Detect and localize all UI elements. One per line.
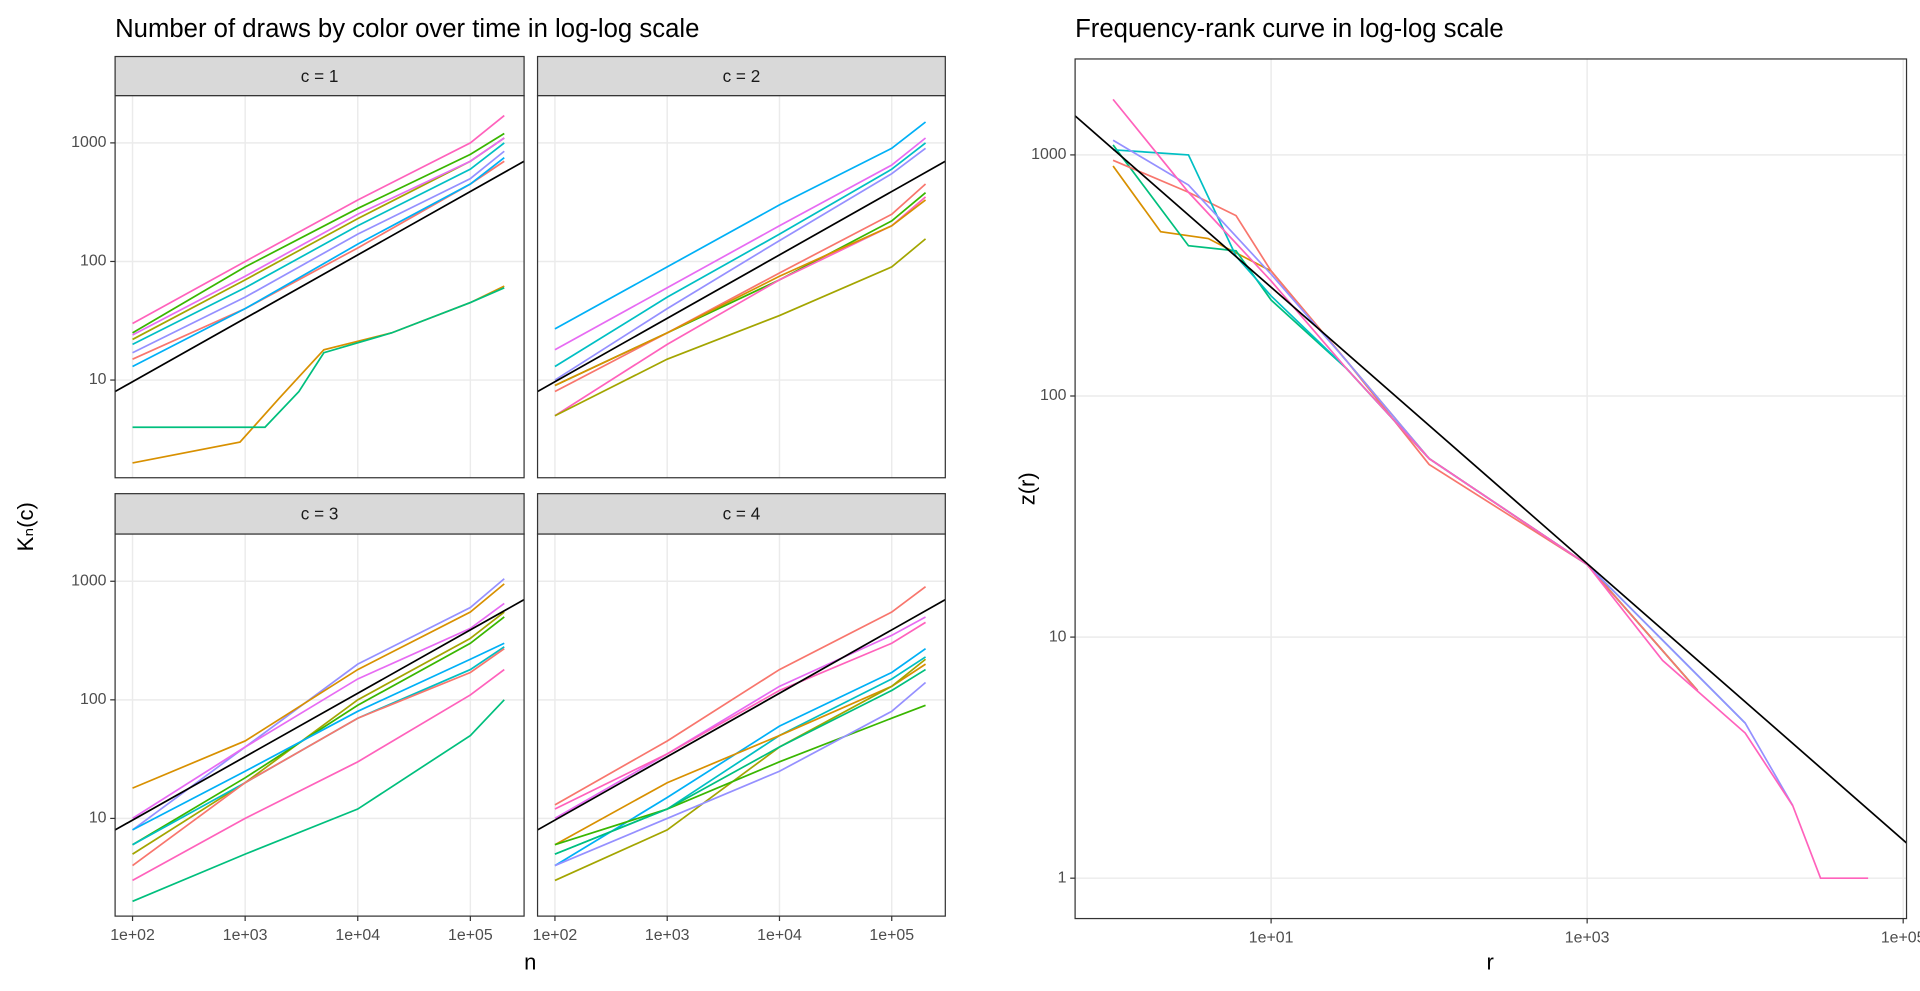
x-tick-label: 1e+02 xyxy=(533,927,578,944)
x-tick-label: 1e+04 xyxy=(757,927,802,944)
series-line xyxy=(554,199,927,387)
series-line xyxy=(537,160,946,393)
left-y-axis-title: Kₙ(c) xyxy=(13,502,38,551)
y-tick-label: 10 xyxy=(1049,628,1067,645)
series-line xyxy=(132,142,505,346)
series-line xyxy=(554,238,927,417)
series-line xyxy=(554,137,927,351)
facet-label: c = 2 xyxy=(723,66,761,86)
series-line xyxy=(1112,139,1794,807)
series-line xyxy=(115,160,525,393)
left-chart-title: Number of draws by color over time in lo… xyxy=(115,15,699,43)
series-line xyxy=(554,121,927,330)
x-tick-label: 1e+05 xyxy=(1881,929,1920,946)
x-tick-label: 1e+03 xyxy=(1565,929,1610,946)
panel-background xyxy=(537,534,946,917)
series-line xyxy=(132,132,505,334)
panel-background xyxy=(115,534,525,917)
series-line xyxy=(554,586,927,806)
series-line xyxy=(554,147,927,381)
x-tick-label: 1e+01 xyxy=(1249,929,1294,946)
x-tick-label: 1e+05 xyxy=(448,927,493,944)
series-line xyxy=(554,681,927,867)
facet-strip xyxy=(114,55,525,97)
series-line xyxy=(132,137,505,336)
panel-background xyxy=(537,95,946,478)
series-line xyxy=(132,647,505,867)
y-tick-label: 10 xyxy=(89,810,107,827)
x-tick-label: 1e+02 xyxy=(110,927,155,944)
series-line xyxy=(554,616,926,820)
series-line xyxy=(132,114,505,325)
series-line xyxy=(132,160,505,360)
series-line xyxy=(554,704,926,846)
y-tick-label: 10 xyxy=(89,371,107,388)
panel-border xyxy=(536,95,946,479)
y-tick-label: 1 xyxy=(1058,869,1067,886)
series-line xyxy=(132,668,505,882)
series-line xyxy=(132,157,505,368)
y-tick-label: 1000 xyxy=(1031,146,1067,163)
y-tick-label: 100 xyxy=(80,253,107,270)
series-line xyxy=(115,598,525,831)
series-line xyxy=(537,598,946,831)
right-chart-title: Frequency-rank curve in log-log scale xyxy=(1075,15,1504,43)
x-tick-label: 1e+04 xyxy=(335,927,380,944)
series-line xyxy=(132,616,505,846)
x-tick-label: 1e+05 xyxy=(869,927,914,944)
y-tick-label: 100 xyxy=(80,691,107,708)
x-tick-label: 1e+03 xyxy=(223,927,268,944)
series-line xyxy=(132,642,505,831)
series-line xyxy=(132,602,505,820)
facet-label: c = 1 xyxy=(301,66,339,86)
series-line xyxy=(132,150,505,354)
series-line xyxy=(132,611,505,855)
y-tick-label: 1000 xyxy=(71,134,107,151)
series-line xyxy=(554,663,927,846)
panel-background xyxy=(115,95,525,478)
facet-label: c = 3 xyxy=(301,504,339,524)
y-tick-label: 100 xyxy=(1040,387,1067,404)
facet-strip xyxy=(536,493,946,535)
panel-border xyxy=(114,95,525,479)
facet-strip xyxy=(536,55,946,97)
series-line xyxy=(554,183,927,393)
series-line xyxy=(1075,115,1907,844)
series-line xyxy=(132,578,505,831)
x-tick-label: 1e+03 xyxy=(645,927,690,944)
series-line xyxy=(132,699,505,903)
series-line xyxy=(554,668,926,855)
panel-border xyxy=(114,533,525,917)
series-line xyxy=(132,286,505,429)
facet-strip xyxy=(114,493,525,535)
right-y-axis-title: z(r) xyxy=(1014,472,1039,505)
facet-label: c = 4 xyxy=(723,504,761,524)
panel-border xyxy=(1074,58,1908,920)
right-x-axis-title: r xyxy=(1487,950,1494,975)
series-line xyxy=(132,583,505,789)
series-line xyxy=(554,142,927,368)
panel-background xyxy=(1075,58,1907,919)
panel-border xyxy=(536,533,946,917)
series-line xyxy=(554,621,926,810)
y-tick-label: 1000 xyxy=(71,572,107,589)
left-x-axis-title: n xyxy=(524,950,536,975)
